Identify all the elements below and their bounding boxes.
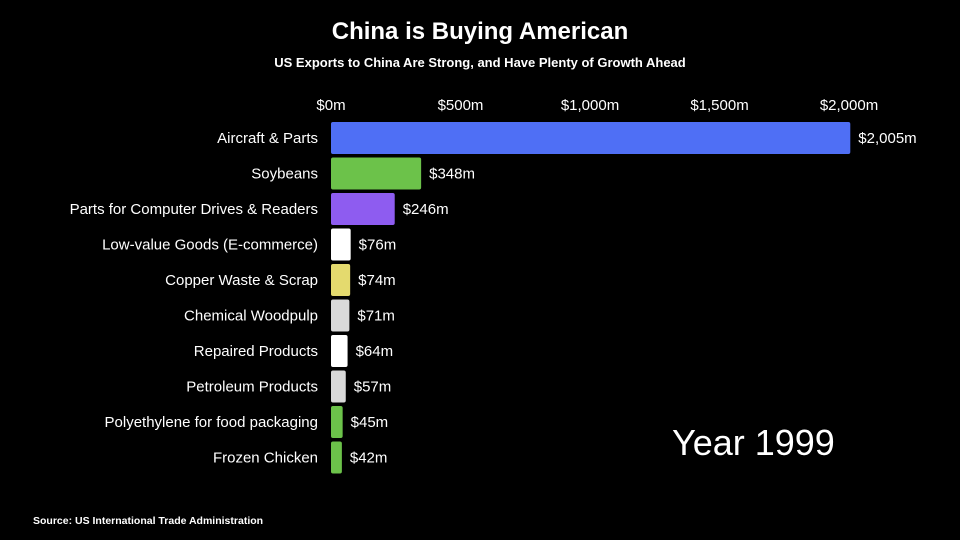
x-tick-label: $2,000m [820,97,878,114]
bar [331,122,851,154]
value-label: $42m [350,450,388,467]
category-label: Low-value Goods (E-commerce) [102,237,318,254]
bar [331,335,348,367]
category-label: Aircraft & Parts [217,130,318,147]
category-label: Copper Waste & Scrap [165,272,318,289]
value-label: $57m [354,379,392,396]
category-label: Frozen Chicken [213,450,318,467]
value-label: $2,005m [858,130,916,147]
bar [331,406,343,438]
x-tick-label: $1,500m [690,97,748,114]
bar [331,441,342,474]
year-label: Year 1999 [672,422,835,463]
x-tick-label: $0m [316,97,345,114]
chart-subtitle: US Exports to China Are Strong, and Have… [274,55,686,70]
source-note: Source: US International Trade Administr… [33,515,264,527]
category-label: Chemical Woodpulp [184,308,318,325]
value-label: $71m [357,308,395,325]
x-tick-label: $500m [438,97,484,114]
category-label: Polyethylene for food packaging [105,414,318,431]
category-label: Repaired Products [194,343,318,360]
x-axis-ticks: $0m $500m $1,000m $1,500m $2,000m [316,97,878,114]
bars: Aircraft & Parts $2,005m Soybeans $348m Part… [70,122,917,474]
value-label: $45m [351,414,389,431]
bar [331,370,346,403]
value-label: $74m [358,272,396,289]
value-label: $246m [403,201,449,218]
category-label: Soybeans [251,166,318,183]
bar [331,228,351,261]
value-label: $348m [429,166,475,183]
value-label: $76m [359,237,397,254]
category-label: Petroleum Products [186,379,318,396]
category-label: Parts for Computer Drives & Readers [70,201,318,218]
value-label: $64m [356,343,394,360]
chart-title: China is Buying American [331,18,629,45]
bar [331,264,351,296]
bar [331,299,350,332]
bar [331,193,395,225]
x-tick-label: $1,000m [561,97,619,114]
bar [331,157,422,190]
